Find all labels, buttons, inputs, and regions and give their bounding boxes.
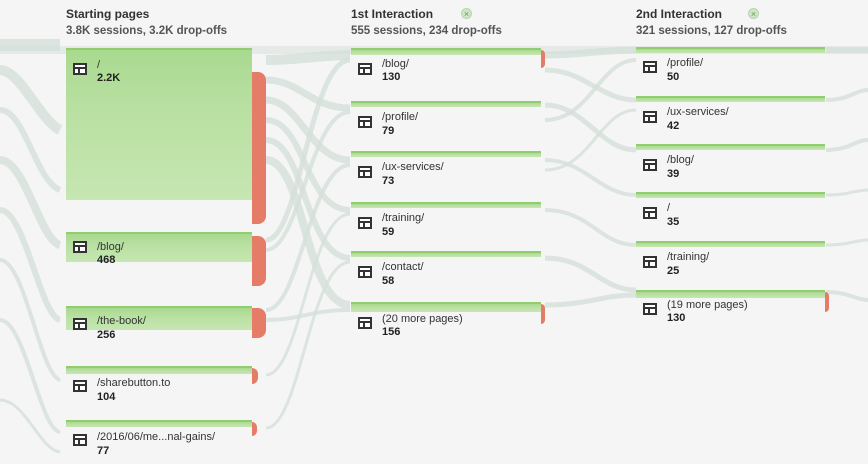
node-starting-blog[interactable]: /blog/ 468 [66,232,266,286]
node-count: 104 [97,391,116,403]
column-header-1st-interaction: 1st Interaction 555 sessions, 234 drop-o… [351,6,502,40]
node-starting-the-book[interactable]: /the-book/ 256 [66,306,266,341]
column-title: 1st Interaction [351,7,434,21]
node-label: /profile/ [382,111,419,123]
node-first-training[interactable]: /training/ 59 [351,202,541,238]
node-label: /blog/ [97,241,124,253]
node-first-contact[interactable]: /contact/ 58 [351,251,541,287]
node-second-more-pages[interactable]: (19 more pages) 130 [636,290,829,324]
node-count: 73 [382,175,395,187]
node-count: 42 [667,120,680,132]
page-icon [358,317,372,329]
close-icon[interactable]: × [461,8,472,19]
column-header-starting-pages: Starting pages 3.8K sessions, 3.2K drop-… [66,6,227,40]
node-label: /blog/ [667,154,694,166]
node-count: 256 [97,329,116,341]
node-label: /ux-services/ [667,106,729,118]
node-starting-2016-article[interactable]: /2016/06/me...nal-gains/ 77 [66,420,257,457]
node-count: 25 [667,265,680,277]
node-label: /profile/ [667,57,704,69]
node-second-blog[interactable]: /blog/ 39 [636,144,825,180]
node-second-ux-services[interactable]: /ux-services/ 42 [636,96,825,132]
node-count: 59 [382,226,395,238]
page-icon [643,111,657,123]
node-first-profile[interactable]: /profile/ 79 [351,101,541,137]
page-icon [73,434,87,446]
page-icon [358,266,372,278]
node-label: /the-book/ [97,315,146,327]
node-label: (20 more pages) [382,313,463,325]
node-count: 130 [667,312,686,324]
node-count: 2.2K [97,72,121,84]
node-count: 58 [382,275,395,287]
node-count: 39 [667,168,680,180]
node-first-more-pages[interactable]: (20 more pages) 156 [351,302,545,338]
page-icon [643,61,657,73]
page-icon [73,63,87,75]
node-first-ux-services[interactable]: /ux-services/ 73 [351,151,541,187]
node-label: /ux-services/ [382,161,444,173]
page-icon [358,116,372,128]
node-label: /contact/ [382,261,424,273]
node-label: /sharebutton.to [97,377,171,389]
node-label: / [667,202,671,214]
node-second-profile[interactable]: /profile/ 50 [636,47,825,83]
column-header-2nd-interaction: 2nd Interaction 321 sessions, 127 drop-o… [636,6,787,40]
node-count: 156 [382,326,401,338]
column-subtitle: 321 sessions, 127 drop-offs [636,25,787,37]
page-icon [358,217,372,229]
node-label: /blog/ [382,58,409,70]
column-title: Starting pages [66,7,150,21]
node-count: 50 [667,71,680,83]
column-subtitle: 3.8K sessions, 3.2K drop-offs [66,25,228,37]
node-count: 35 [667,216,680,228]
node-count: 130 [382,71,401,83]
page-icon [358,166,372,178]
page-icon [643,256,657,268]
node-label: / [97,59,101,71]
node-count: 79 [382,125,395,137]
node-label: (19 more pages) [667,299,748,311]
page-icon [643,159,657,171]
node-second-root[interactable]: / 35 [636,192,825,228]
node-starting-root[interactable]: / 2.2K [66,48,266,224]
page-icon [643,207,657,219]
node-count: 77 [97,445,110,457]
page-icon [643,303,657,315]
close-icon[interactable]: × [748,8,759,19]
node-count: 468 [97,254,116,266]
page-icon [73,241,87,253]
page-icon [73,380,87,392]
node-starting-sharebutton[interactable]: /sharebutton.to 104 [66,366,258,403]
column-subtitle: 555 sessions, 234 drop-offs [351,25,502,37]
node-label: /training/ [382,212,425,224]
page-icon [358,63,372,75]
node-label: /2016/06/me...nal-gains/ [97,431,216,443]
node-first-blog[interactable]: /blog/ 130 [351,48,545,83]
page-icon [73,318,87,330]
node-label: /training/ [667,251,710,263]
column-title: 2nd Interaction [636,7,723,21]
node-second-training[interactable]: /training/ 25 [636,241,825,277]
